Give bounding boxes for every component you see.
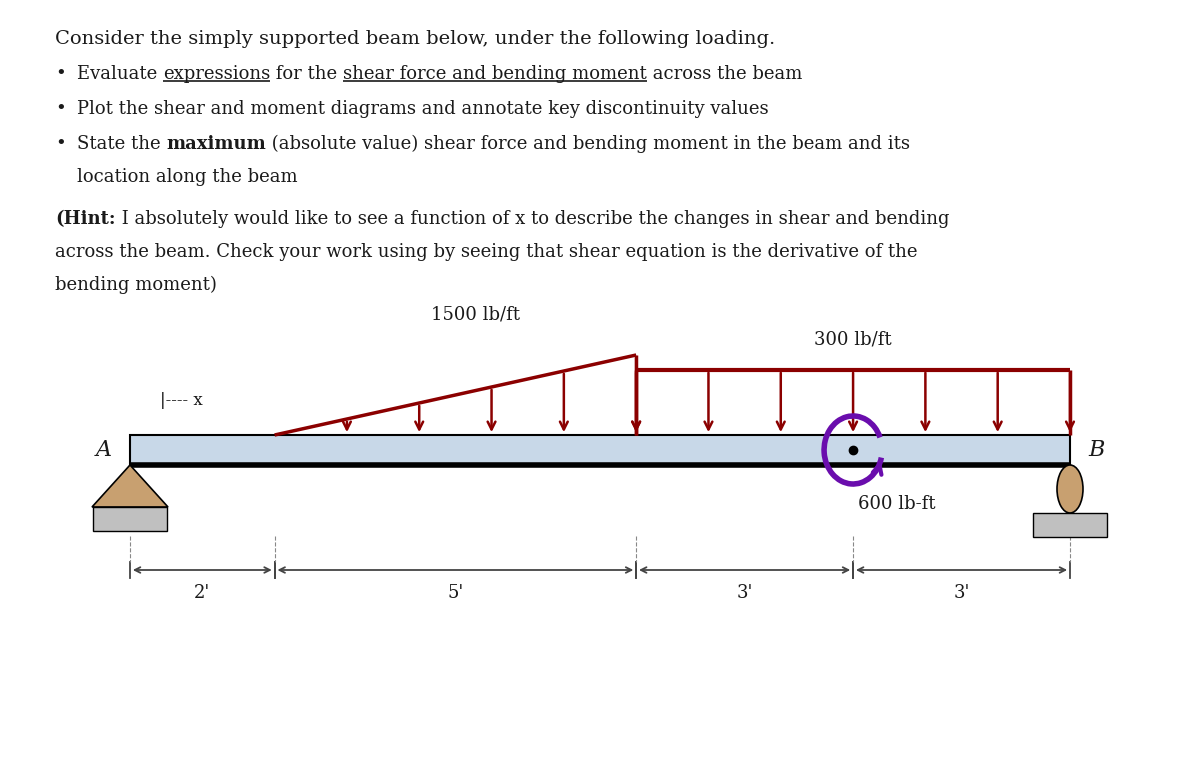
Text: across the beam: across the beam: [647, 65, 803, 83]
Text: •: •: [55, 135, 66, 153]
Text: 1500 lb/ft: 1500 lb/ft: [431, 305, 520, 323]
Text: |---- x: |---- x: [160, 392, 203, 409]
Text: Plot the shear and moment diagrams and annotate key discontinuity values: Plot the shear and moment diagrams and a…: [77, 100, 769, 118]
Text: Consider the simply supported beam below, under the following loading.: Consider the simply supported beam below…: [55, 30, 775, 48]
Text: 3': 3': [737, 584, 752, 602]
Ellipse shape: [1057, 465, 1084, 513]
Text: Evaluate: Evaluate: [77, 65, 163, 83]
Text: 3': 3': [953, 584, 970, 602]
FancyBboxPatch shape: [130, 435, 1070, 465]
FancyBboxPatch shape: [1033, 513, 1108, 537]
Text: •: •: [55, 100, 66, 118]
Text: maximum: maximum: [167, 135, 266, 153]
Text: 2': 2': [194, 584, 210, 602]
Text: shear force and bending moment: shear force and bending moment: [343, 65, 647, 83]
FancyBboxPatch shape: [94, 507, 167, 531]
Text: B: B: [1088, 439, 1104, 461]
Text: 600 lb-ft: 600 lb-ft: [858, 495, 936, 513]
Text: 5': 5': [448, 584, 463, 602]
Polygon shape: [92, 465, 168, 507]
Text: 300 lb/ft: 300 lb/ft: [815, 330, 892, 348]
Text: •: •: [55, 65, 66, 83]
Text: (absolute value) shear force and bending moment in the beam and its: (absolute value) shear force and bending…: [266, 135, 910, 153]
Text: bending moment): bending moment): [55, 276, 217, 295]
Text: (Hint:: (Hint:: [55, 210, 115, 228]
Text: A: A: [96, 439, 112, 461]
Text: expressions: expressions: [163, 65, 270, 83]
Text: State the: State the: [77, 135, 167, 153]
Text: location along the beam: location along the beam: [77, 168, 298, 186]
Text: I absolutely would like to see a function of x to describe the changes in shear : I absolutely would like to see a functio…: [115, 210, 949, 228]
Text: across the beam. Check your work using by seeing that shear equation is the deri: across the beam. Check your work using b…: [55, 243, 918, 261]
Text: for the: for the: [270, 65, 343, 83]
